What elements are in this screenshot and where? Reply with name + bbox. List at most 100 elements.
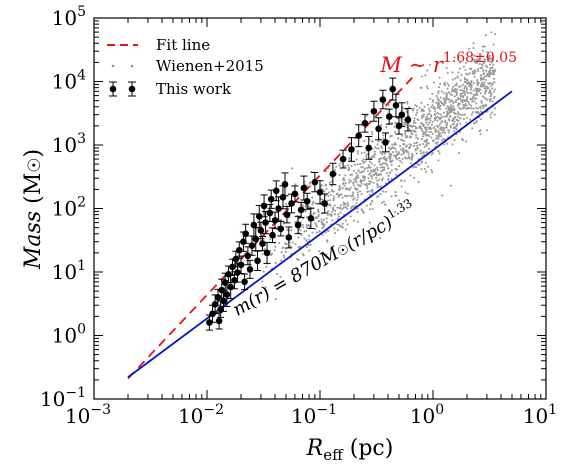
wienen-point <box>420 137 423 141</box>
wienen-point <box>445 113 449 116</box>
wienen-point <box>324 194 328 197</box>
wienen-point <box>432 152 435 155</box>
wienen-point <box>414 104 417 107</box>
this-work-points <box>205 77 412 331</box>
wienen-point <box>417 157 420 160</box>
wienen-point <box>308 234 311 237</box>
wienen-point <box>482 62 485 65</box>
wienen-point <box>430 115 433 118</box>
wienen-point <box>302 217 305 220</box>
wienen-point <box>353 197 356 200</box>
wienen-point <box>307 224 310 227</box>
wienen-point <box>455 91 458 94</box>
wienen-point <box>434 137 438 140</box>
wienen-point <box>443 97 446 100</box>
data-dot <box>257 227 265 234</box>
this-work-point <box>257 221 265 240</box>
wienen-point <box>445 107 448 110</box>
wienen-point <box>412 121 415 124</box>
wienen-point <box>362 162 365 165</box>
this-work-point <box>370 100 378 122</box>
wienen-point <box>478 112 481 115</box>
wienen-point <box>444 119 447 122</box>
wienen-point <box>473 122 476 125</box>
wienen-point <box>425 130 428 133</box>
wienen-point <box>480 118 483 121</box>
wienen-point <box>447 98 450 101</box>
data-dot <box>365 144 373 152</box>
wienen-point <box>290 229 293 232</box>
wienen-point <box>438 124 441 127</box>
wienen-point <box>439 118 442 121</box>
wienen-point <box>401 149 404 152</box>
wienen-point <box>420 108 423 112</box>
wienen-point <box>405 150 408 153</box>
wienen-point <box>429 97 432 100</box>
wienen-point <box>447 129 450 132</box>
wienen-point <box>441 131 444 134</box>
wienen-point <box>420 117 424 120</box>
wienen-point <box>305 239 308 242</box>
wienen-point <box>346 194 349 197</box>
wienen-point <box>375 177 378 180</box>
wienen-point <box>315 223 318 226</box>
wienen-point <box>372 181 375 184</box>
wienen-point <box>357 176 360 179</box>
wienen-point <box>401 139 404 142</box>
wienen-point <box>429 126 432 129</box>
wienen-point <box>312 201 315 204</box>
wienen-point <box>376 183 379 186</box>
wienen-point <box>449 105 452 108</box>
wienen-point <box>450 94 453 97</box>
data-dot <box>246 266 254 273</box>
wienen-point <box>494 107 497 110</box>
data-dot <box>241 278 248 286</box>
wienen-point <box>479 132 482 135</box>
y-axis-label: Mass (M☉) <box>21 149 46 270</box>
wienen-point <box>338 164 341 167</box>
wienen-point <box>388 140 391 143</box>
wienen-point <box>466 95 469 99</box>
wienen-point <box>333 204 336 207</box>
wienen-point <box>455 124 458 127</box>
wienen-point <box>369 172 372 175</box>
this-work-point <box>241 273 249 291</box>
wienen-point <box>346 223 349 226</box>
wienen-point <box>405 108 408 111</box>
wienen-point <box>333 232 337 235</box>
wienen-point <box>438 152 441 155</box>
wienen-point <box>400 161 403 164</box>
wienen-point <box>395 168 398 171</box>
wienen-point <box>459 113 462 116</box>
wienen-point <box>344 182 347 185</box>
wienen-point <box>303 237 306 240</box>
wienen-point <box>428 112 431 115</box>
wienen-point <box>322 219 326 222</box>
wienen-point <box>360 171 363 174</box>
y-tick-label: 10−1 <box>40 385 86 411</box>
wienen-point <box>317 219 320 222</box>
wienen-point <box>360 193 363 196</box>
data-dot <box>242 230 249 238</box>
wienen-point <box>488 63 492 66</box>
wienen-point <box>348 181 351 184</box>
wienen-point <box>436 97 439 100</box>
wienen-point <box>342 206 345 209</box>
wienen-point <box>446 105 449 108</box>
wienen-point <box>437 159 440 162</box>
wienen-point <box>492 73 495 76</box>
wienen-point <box>391 151 395 154</box>
wienen-point <box>481 81 484 84</box>
wienen-point <box>475 106 478 109</box>
wienen-point <box>442 137 445 140</box>
wienen-point <box>378 158 381 161</box>
wienen-point <box>427 117 430 121</box>
wienen-point <box>320 184 323 188</box>
this-work-point <box>237 255 245 274</box>
wienen-point <box>481 63 484 66</box>
wienen-point <box>449 184 452 187</box>
wienen-point <box>263 248 266 251</box>
wienen-point <box>465 90 468 93</box>
wienen-point <box>440 128 443 131</box>
wienen-point <box>365 204 368 207</box>
